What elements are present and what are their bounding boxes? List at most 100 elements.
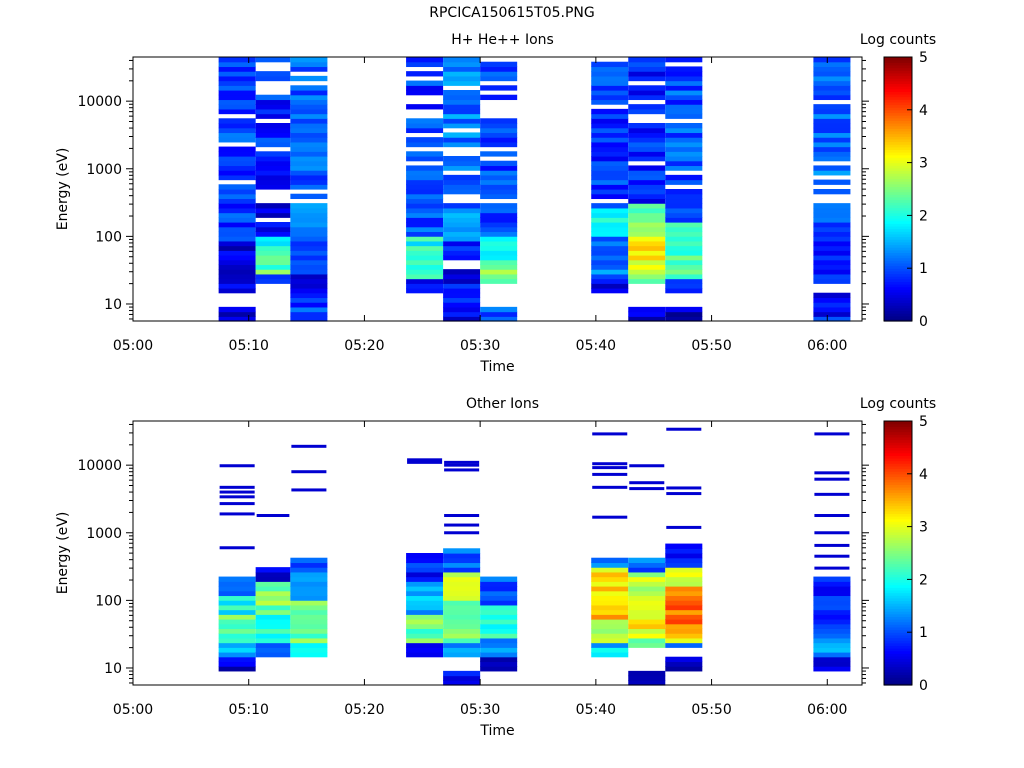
heatmap-cell: [628, 642, 666, 648]
heatmap-cell: [665, 273, 703, 280]
heatmap-cell: [591, 600, 629, 606]
heatmap-cell: [218, 94, 256, 101]
heatmap-cell: [480, 61, 518, 68]
colorbar-segment: [884, 648, 912, 652]
heatmap-cell: [665, 240, 703, 247]
heatmap-cell: [290, 623, 328, 630]
colorbar-segment: [884, 62, 912, 66]
heatmap-cell: [813, 170, 851, 176]
heatmap-cell: [813, 57, 851, 63]
heatmap-line: [814, 554, 850, 558]
heatmap-cell: [218, 306, 256, 313]
heatmap-cell: [628, 57, 666, 63]
heatmap-cell: [665, 226, 703, 233]
heatmap-cell: [290, 104, 328, 110]
heatmap-cell: [665, 264, 703, 270]
heatmap-cell: [218, 623, 256, 630]
heatmap-cell: [665, 146, 703, 152]
heatmap-cell: [406, 557, 444, 564]
heatmap-cell: [813, 628, 851, 634]
heatmap-cell: [628, 174, 666, 181]
heatmap-cell: [665, 108, 703, 115]
heatmap-cell: [443, 680, 481, 686]
colorbar-tick-label: 2: [919, 572, 928, 588]
heatmap-line: [219, 490, 255, 494]
colorbar-segment: [884, 154, 912, 158]
colorbar-tick-label: 0: [919, 314, 928, 330]
heatmap-line: [444, 523, 480, 527]
colorbar-segment: [884, 289, 912, 293]
heatmap-cell: [591, 226, 629, 233]
heatmap-cell: [406, 647, 444, 653]
heatmap-cell: [406, 170, 444, 176]
heatmap-cell: [290, 302, 328, 308]
heatmap-cell: [255, 259, 291, 266]
heatmap-cell: [665, 99, 703, 105]
heatmap-cell: [665, 207, 703, 214]
heatmap-cell: [406, 604, 444, 611]
heatmap-cell: [591, 179, 629, 185]
heatmap-cell: [218, 71, 256, 77]
heatmap-cell: [813, 189, 851, 195]
heatmap-cell: [665, 316, 703, 322]
colorbar-segment: [884, 265, 912, 269]
heatmap-cell: [443, 637, 481, 644]
heatmap-cell: [290, 226, 328, 233]
heatmap-cell: [255, 160, 291, 167]
heatmap-cell: [290, 203, 328, 209]
heatmap-cell: [628, 104, 666, 110]
colorbar-segment: [884, 655, 912, 660]
heatmap-cell: [813, 269, 851, 275]
heatmap-cell: [290, 619, 328, 625]
heatmap-cell: [480, 628, 518, 634]
heatmap-cell: [480, 604, 518, 611]
heatmap-cell: [406, 85, 444, 91]
heatmap-line: [444, 514, 480, 518]
heatmap-cell: [406, 278, 444, 284]
colorbar-segment: [884, 270, 912, 275]
colorbar: 0 1 2 3 4 5 Log counts: [860, 32, 936, 330]
colorbar-segment: [884, 133, 912, 137]
heatmap-cell: [813, 604, 851, 611]
heatmap-cell: [218, 264, 256, 270]
colorbar-segment: [884, 436, 912, 441]
heatmap-cell: [628, 226, 666, 233]
heatmap-cell: [218, 647, 256, 653]
heatmap-line: [814, 477, 850, 481]
heatmap-cell: [443, 113, 481, 119]
heatmap-cell: [218, 118, 256, 124]
heatmap-cell: [443, 94, 481, 101]
heatmap-cell: [406, 57, 444, 63]
heatmap-cell: [218, 604, 256, 611]
heatmap-cell: [443, 557, 481, 564]
heatmap-cell: [406, 184, 444, 190]
colorbar-segment: [884, 152, 912, 156]
heatmap-cell: [628, 316, 666, 322]
heatmap-cell: [665, 562, 703, 568]
heatmap-cell: [591, 623, 629, 630]
heatmap-cell: [218, 80, 256, 86]
heatmap-cell: [813, 118, 851, 124]
heatmap-cell: [218, 170, 256, 176]
heatmap-cell: [255, 250, 291, 256]
heatmap-cell: [628, 269, 666, 275]
heatmap-line: [291, 444, 327, 448]
heatmap-cell: [665, 548, 703, 554]
heatmap-cell: [628, 590, 666, 597]
heatmap-cell: [255, 212, 291, 218]
colorbar-segment: [884, 57, 912, 61]
heatmap-cell: [665, 642, 703, 648]
heatmap-cell: [255, 628, 291, 634]
heatmap-cell: [406, 80, 444, 86]
heatmap-cell: [443, 174, 481, 181]
heatmap-cell: [443, 595, 481, 601]
x-axis-label: Time: [479, 359, 514, 375]
heatmap-cell: [218, 104, 256, 110]
heatmap-cell: [665, 245, 703, 251]
heatmap-cell: [813, 141, 851, 148]
x-tick-label: 05:40: [576, 338, 616, 354]
heatmap-cell: [290, 99, 328, 105]
heatmap-cell: [406, 189, 444, 195]
heatmap-cell: [628, 250, 666, 256]
heatmap-cell: [218, 259, 256, 266]
